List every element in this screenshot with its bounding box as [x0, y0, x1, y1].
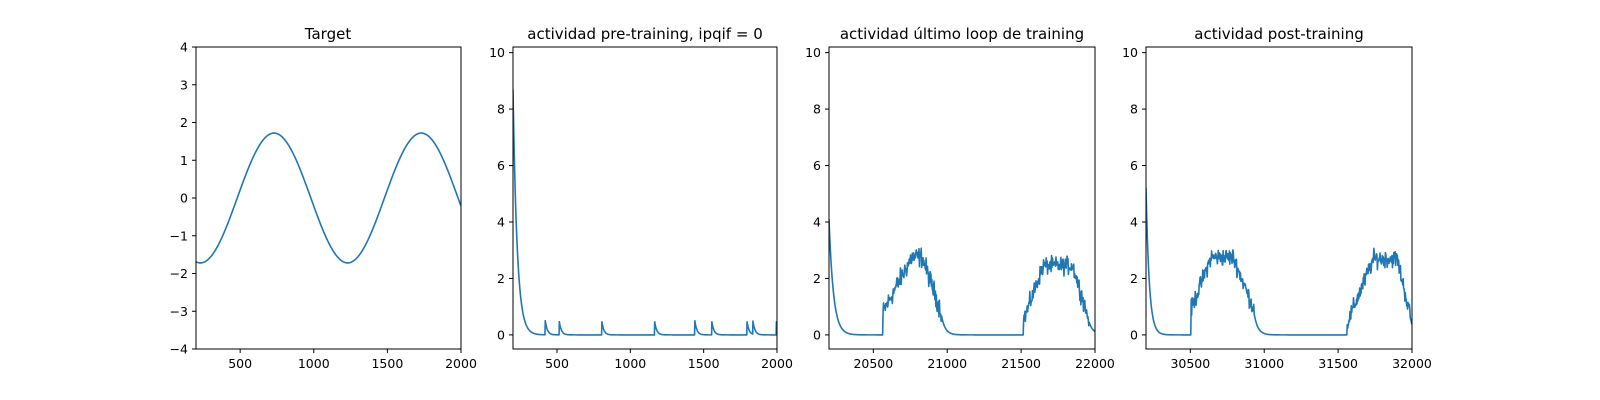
y-tick-label: 10	[489, 45, 505, 60]
x-tick-label: 32000	[1392, 356, 1432, 371]
x-tick-label: 1000	[298, 356, 330, 371]
y-tick-label: 2	[1130, 271, 1138, 286]
y-tick-label: 3	[180, 77, 188, 92]
y-tick-label: 6	[813, 158, 821, 173]
subplot-post-training: actividad post-training 30500 31000 31500 3…	[1122, 25, 1432, 371]
y-tick-label: 6	[1130, 158, 1138, 173]
x-tick-label: 2000	[761, 356, 793, 371]
y-tick-label: 8	[813, 102, 821, 117]
x-tick-label: 500	[228, 356, 252, 371]
axes-frame	[828, 46, 1096, 350]
series-line	[513, 89, 777, 336]
y-tick-label: 0	[813, 327, 821, 342]
y-tick-label: 10	[805, 45, 821, 60]
axes-frame	[512, 46, 778, 350]
y-tick-label: −4	[170, 342, 188, 357]
subplot-target: Target 500 1000 1500 2000 −4 −3 −2 −1 0 1 2 3 4	[170, 25, 477, 371]
y-tick-label: −2	[170, 266, 188, 281]
x-tick-label: 31000	[1244, 356, 1284, 371]
y-tick-label: 4	[1130, 214, 1138, 229]
series-line	[829, 219, 1095, 336]
x-tick-label: 21000	[927, 356, 967, 371]
series-line	[1146, 188, 1412, 336]
x-tick-label: 30500	[1170, 356, 1210, 371]
y-tick-label: 1	[180, 153, 188, 168]
y-tick-label: 8	[1130, 102, 1138, 117]
subplot-title: actividad post-training	[1194, 25, 1363, 43]
y-tick-label: 0	[180, 191, 188, 206]
y-tick-label: 10	[1122, 45, 1138, 60]
subplot-title: Target	[304, 25, 352, 43]
y-tick-label: 2	[813, 271, 821, 286]
x-tick-label: 2000	[445, 356, 477, 371]
x-tick-label: 20500	[853, 356, 893, 371]
y-tick-label: 8	[497, 102, 505, 117]
subplot-pre-training: actividad pre-training, ipqif = 0 500 100…	[489, 25, 793, 371]
x-tick-label: 31500	[1318, 356, 1358, 371]
series-line	[196, 132, 461, 264]
y-tick-label: 0	[1130, 327, 1138, 342]
y-tick-label: 2	[180, 115, 188, 130]
y-tick-label: −1	[170, 228, 188, 243]
y-tick-label: 4	[497, 214, 505, 229]
y-tick-label: 2	[497, 271, 505, 286]
x-tick-label: 500	[545, 356, 569, 371]
x-tick-label: 21500	[1001, 356, 1041, 371]
x-tick-label: 1500	[371, 356, 403, 371]
axes-frame	[1145, 46, 1413, 350]
y-tick-label: 4	[180, 40, 188, 55]
y-tick-label: 0	[497, 327, 505, 342]
x-tick-label: 1500	[688, 356, 720, 371]
subplot-title: actividad último loop de training	[840, 25, 1084, 43]
subplot-last-training-loop: actividad último loop de training 20500 2…	[805, 25, 1115, 371]
x-tick-label: 22000	[1075, 356, 1115, 371]
subplot-title: actividad pre-training, ipqif = 0	[527, 25, 763, 43]
y-tick-label: −3	[170, 304, 188, 319]
y-tick-label: 4	[813, 214, 821, 229]
x-tick-label: 1000	[614, 356, 646, 371]
y-tick-label: 6	[497, 158, 505, 173]
